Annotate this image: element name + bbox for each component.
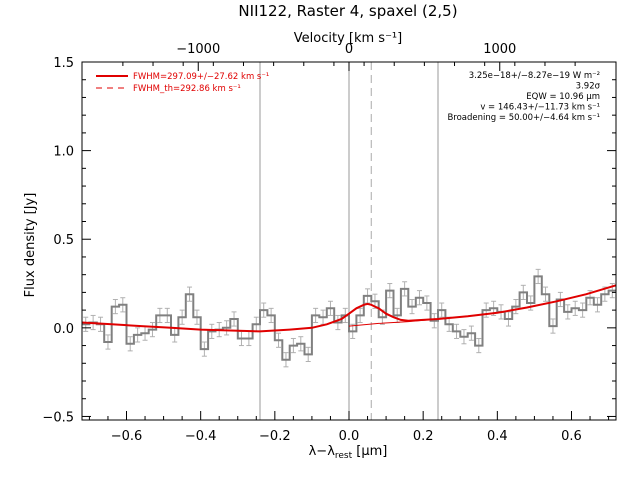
chart-title: NII122, Raster 4, spaxel (2,5) bbox=[238, 2, 457, 20]
top-tick-label: 0 bbox=[345, 42, 353, 57]
y-tick-label: 1.5 bbox=[53, 56, 74, 71]
annotation-text: EQW = 10.96 μm bbox=[526, 92, 600, 102]
x-axis-label-subscript: rest bbox=[335, 451, 353, 461]
x-axis-label-unit: [μm] bbox=[352, 444, 387, 459]
y-tick-label: 0.0 bbox=[53, 322, 74, 337]
x-axis-label-main: λ−λ bbox=[309, 444, 336, 459]
y-axis-label: Flux density [Jy] bbox=[23, 193, 38, 298]
axes: −0.6 −0.4 −0.2 0.0 0.2 0.4 0.6 −0.5 0.0 0.5 1.0 1.5… bbox=[42, 42, 617, 444]
top-axis-label: Velocity [km s⁻¹] bbox=[294, 31, 402, 46]
x-axis-label: λ−λrest [μm] bbox=[309, 444, 388, 461]
x-tick-label: −0.2 bbox=[259, 429, 291, 444]
legend-label: FWHM=297.09+/−27.62 km s⁻¹ bbox=[133, 72, 269, 82]
y-tick-label: 0.5 bbox=[53, 233, 74, 248]
x-tick-label: 0.2 bbox=[413, 429, 434, 444]
annotation-text: 3.25e−18+/−8.27e−19 W m⁻² bbox=[469, 71, 600, 81]
data-layer bbox=[81, 268, 617, 368]
top-tick-label: −1000 bbox=[176, 42, 220, 57]
x-tick-label: −0.6 bbox=[111, 429, 143, 444]
annotation-text: v = 146.43+/−11.73 km s⁻¹ bbox=[480, 103, 600, 113]
model-fit-line bbox=[81, 284, 617, 333]
legend-label: FWHM_th=292.86 km s⁻¹ bbox=[133, 84, 241, 94]
annotation-text: Broadening = 50.00+/−4.64 km s⁻¹ bbox=[447, 113, 600, 123]
y-tick-label: 1.0 bbox=[53, 145, 74, 160]
x-tick-label: 0.0 bbox=[339, 429, 360, 444]
legend: FWHM=297.09+/−27.62 km s⁻¹ FWHM_th=292.86… bbox=[96, 72, 269, 94]
top-tick-label: 1000 bbox=[483, 42, 516, 57]
spectrum-step-line bbox=[82, 275, 616, 361]
x-tick-label: 0.6 bbox=[561, 429, 582, 444]
annotation-text: 3.92σ bbox=[576, 82, 601, 92]
continuum-line bbox=[348, 318, 439, 327]
x-tick-label: −0.4 bbox=[185, 429, 217, 444]
reference-lines bbox=[259, 62, 439, 420]
x-tick-label: 0.4 bbox=[487, 429, 508, 444]
y-tick-label: −0.5 bbox=[42, 410, 74, 425]
